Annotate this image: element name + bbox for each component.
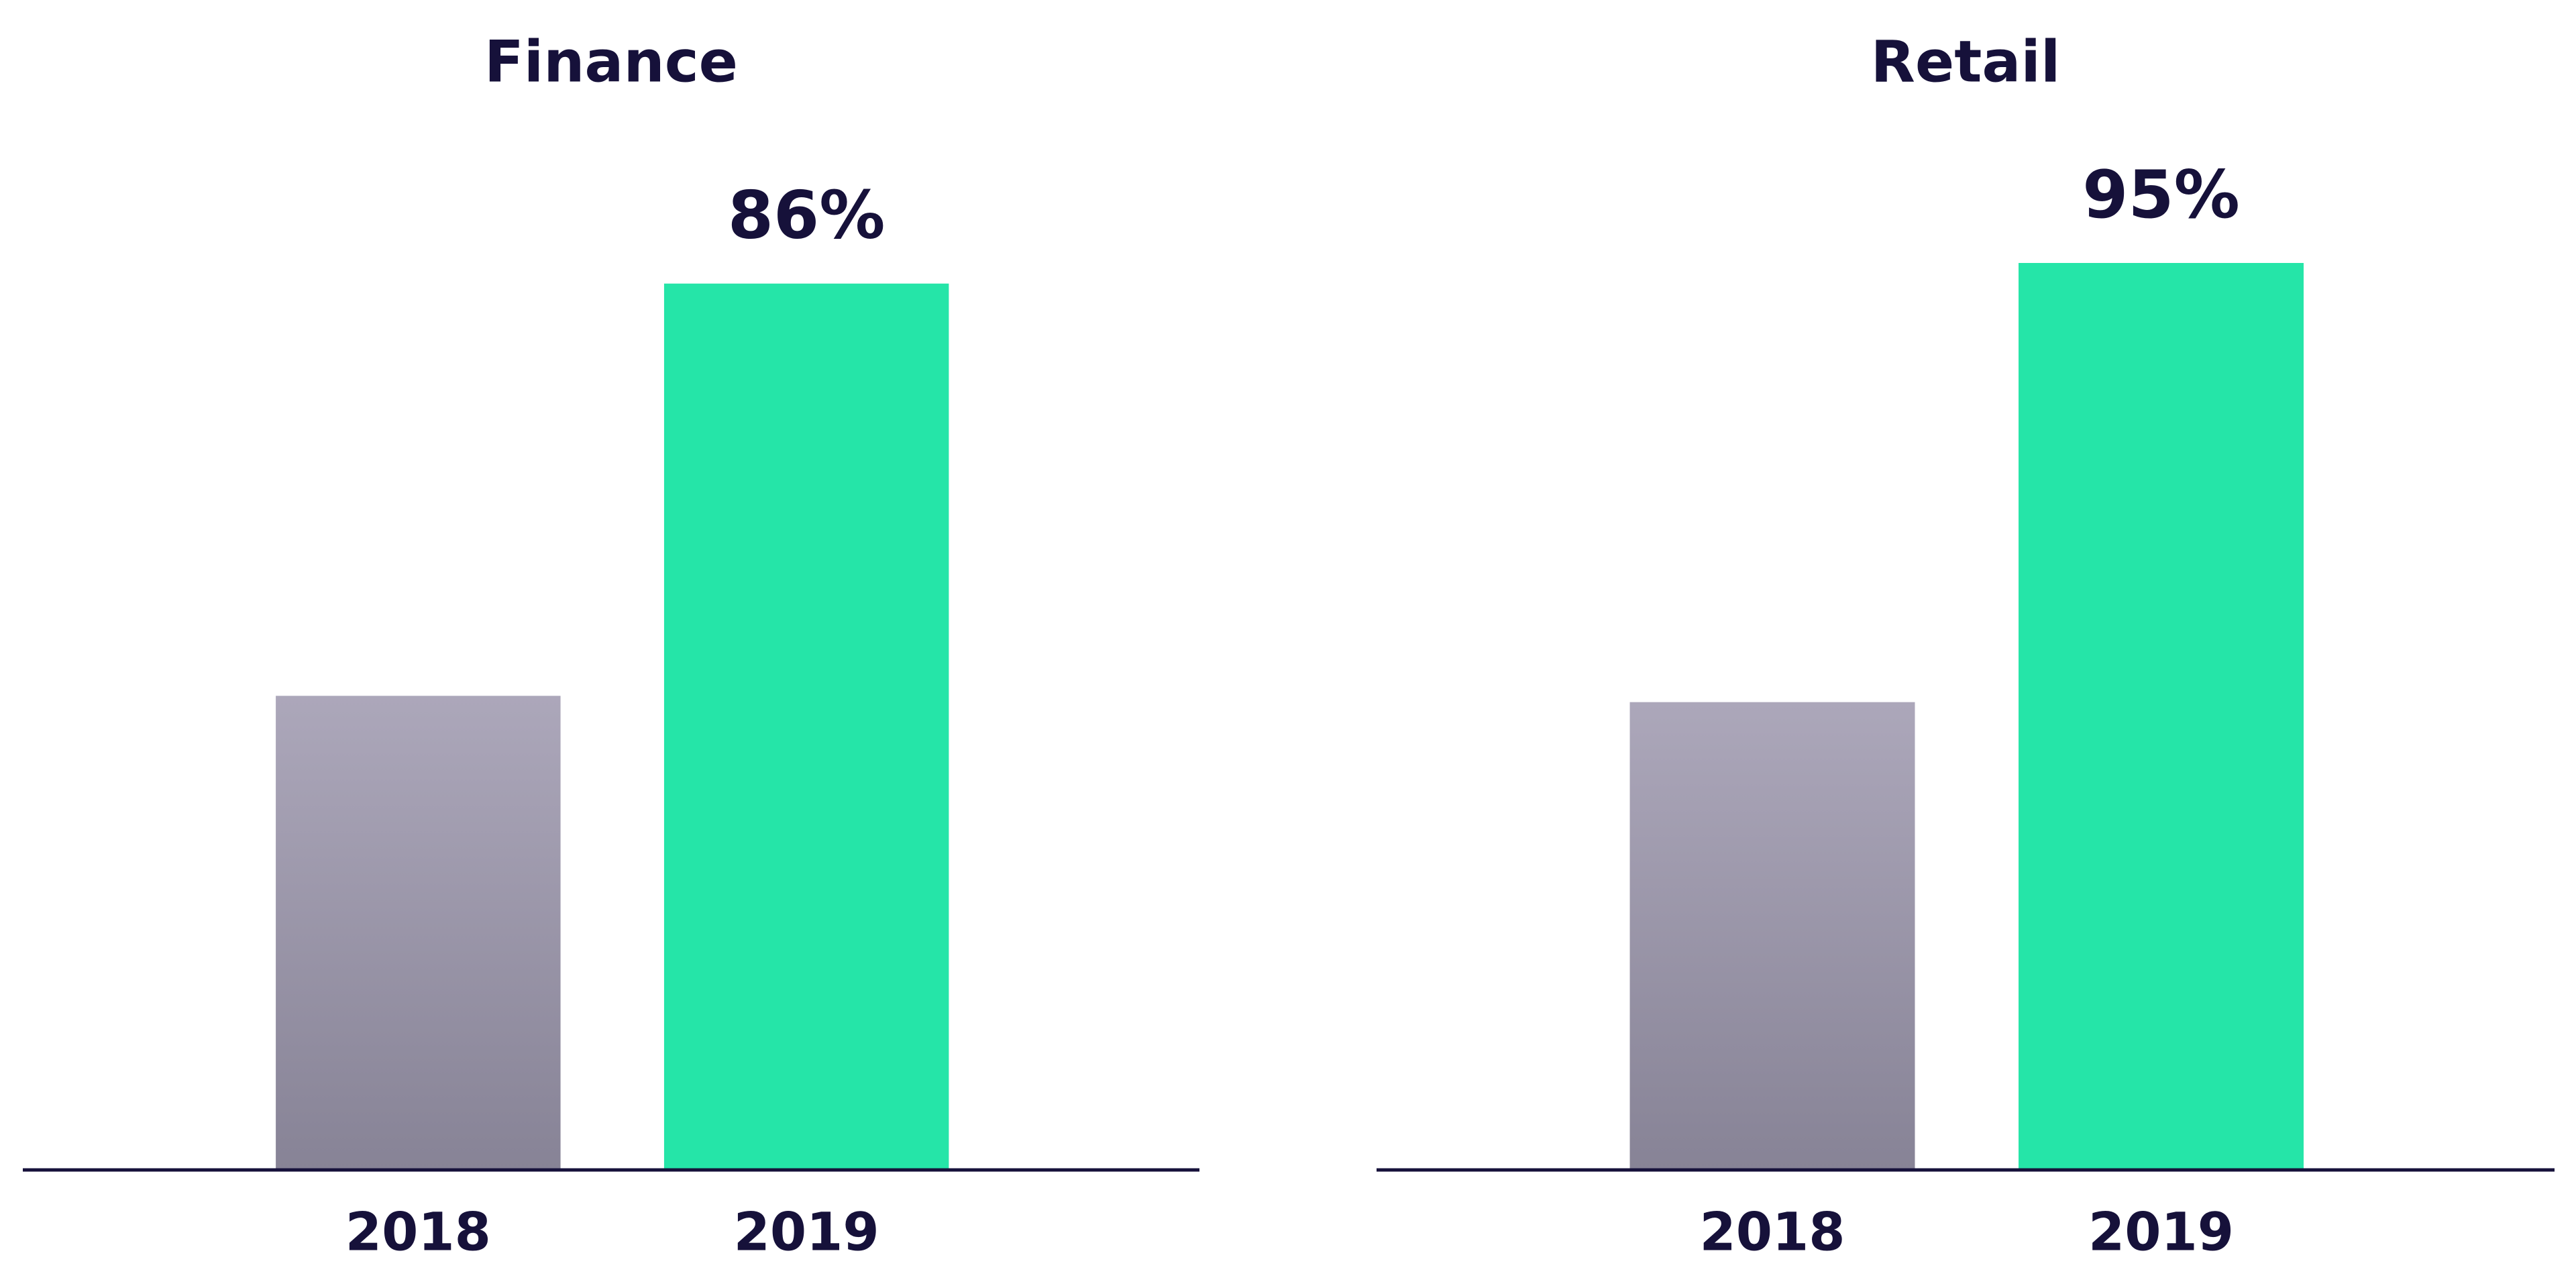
bar [663, 283, 949, 1170]
chart-title: Retail [1871, 28, 2061, 95]
bar [1629, 702, 1915, 1170]
bar [2019, 263, 2304, 1170]
bar [276, 696, 561, 1170]
x-tick-label: 2018 [345, 1202, 491, 1263]
x-tick-label: 2019 [734, 1202, 879, 1263]
x-tick-label: 2018 [1699, 1202, 1845, 1263]
value-label: 86% [728, 178, 885, 254]
chart-title: Finance [484, 28, 738, 95]
x-tick-label: 2019 [2088, 1202, 2234, 1263]
value-label: 95% [2082, 157, 2240, 233]
